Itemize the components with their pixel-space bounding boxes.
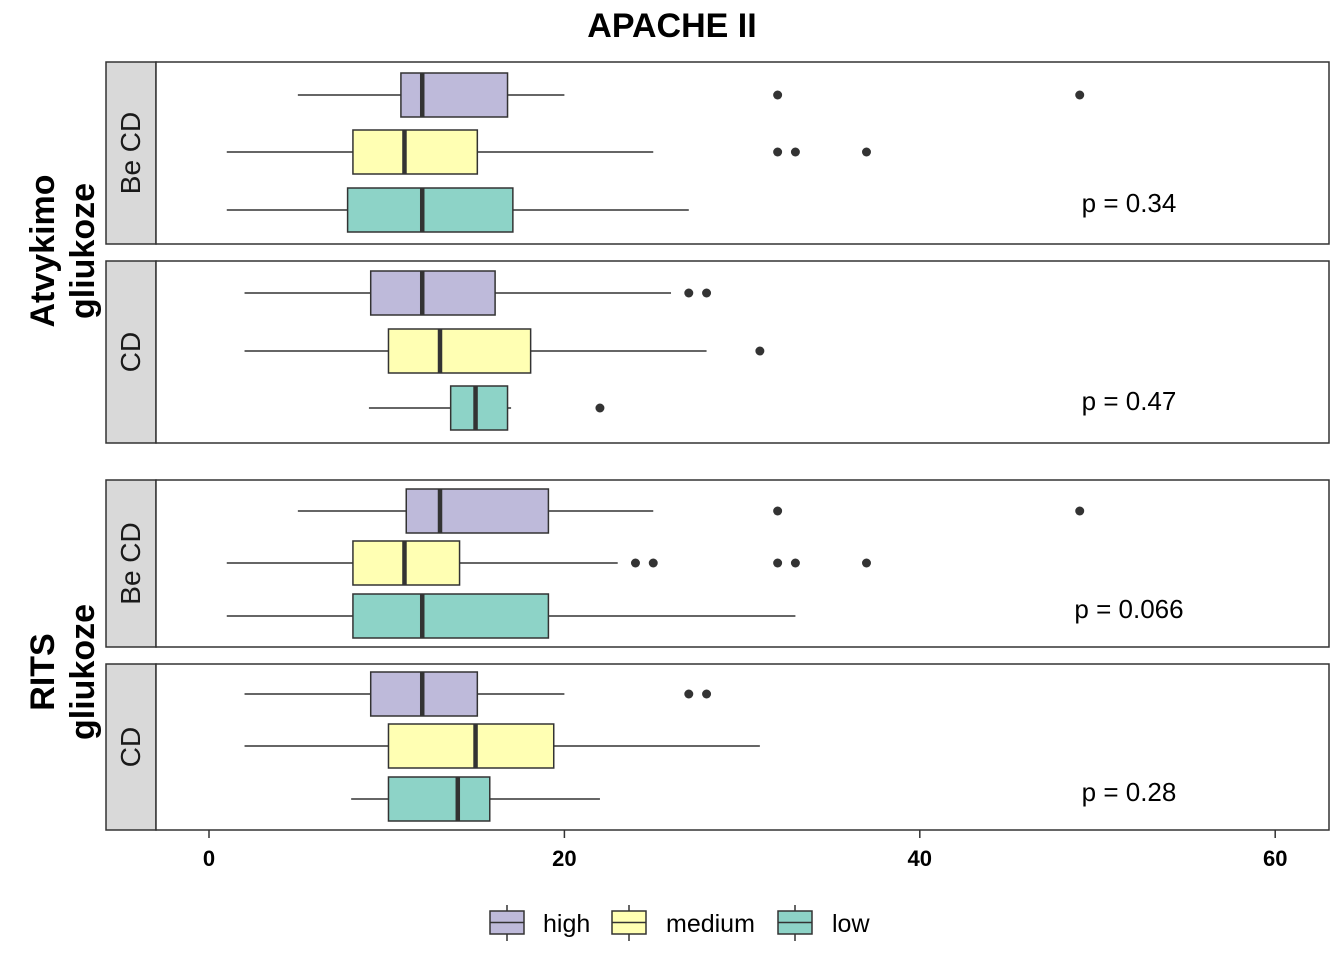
outlier-point [702, 288, 712, 298]
box-medium [387, 328, 532, 374]
facet-panel [155, 260, 1330, 444]
outlier-point [595, 403, 605, 413]
facet-strip [105, 663, 157, 831]
box-low [387, 776, 491, 822]
facet-panel [155, 663, 1330, 831]
legend-label-low: low [832, 910, 870, 938]
outlier-point [790, 147, 800, 157]
legend-label-high: high [543, 910, 590, 938]
group-label-0: Atvykimogliukoze [24, 174, 102, 327]
outlier-point [684, 689, 694, 699]
box-high [405, 488, 550, 534]
box-high [400, 72, 509, 118]
group-label-line: RITS [24, 633, 62, 710]
facet-strip-label: CD [115, 332, 146, 372]
box-high [369, 270, 496, 316]
p-value-label: p = 0.28 [1082, 777, 1177, 807]
facet-strip-label: Be CD [115, 522, 146, 604]
outlier-point [648, 558, 658, 568]
group-label-line: gliukoze [64, 183, 102, 319]
outlier-point [1075, 90, 1085, 100]
outlier-point [630, 558, 640, 568]
group-label-line: Atvykimo [24, 174, 62, 327]
outlier-point [684, 288, 694, 298]
p-value-label: p = 0.066 [1074, 594, 1183, 624]
box-low [346, 187, 514, 233]
outlier-point [861, 147, 871, 157]
outlier-point [773, 147, 783, 157]
legend-label-medium: medium [666, 910, 755, 938]
box-medium [387, 723, 555, 769]
outlier-point [773, 558, 783, 568]
p-value-label: p = 0.47 [1082, 386, 1177, 416]
chart-title: APACHE II [587, 7, 756, 45]
outlier-point [755, 346, 765, 356]
x-tick-label: 60 [1263, 846, 1287, 871]
p-value-label: p = 0.34 [1082, 188, 1177, 218]
outlier-point [702, 689, 712, 699]
outlier-point [773, 506, 783, 516]
facet-strip-label: CD [115, 727, 146, 767]
box-low [352, 593, 550, 639]
outlier-point [790, 558, 800, 568]
facet-strip [105, 260, 157, 444]
facet-strip-label: Be CD [115, 112, 146, 194]
group-label-line: gliukoze [64, 604, 102, 740]
box-medium [352, 129, 479, 175]
facet-strip [105, 61, 157, 245]
x-tick-label: 40 [908, 846, 932, 871]
box-low [449, 385, 509, 431]
outlier-point [861, 558, 871, 568]
x-tick-label: 0 [203, 846, 215, 871]
outlier-point [773, 90, 783, 100]
x-tick-label: 20 [552, 846, 576, 871]
group-label-1: RITSgliukoze [24, 604, 102, 740]
outlier-point [1075, 506, 1085, 516]
